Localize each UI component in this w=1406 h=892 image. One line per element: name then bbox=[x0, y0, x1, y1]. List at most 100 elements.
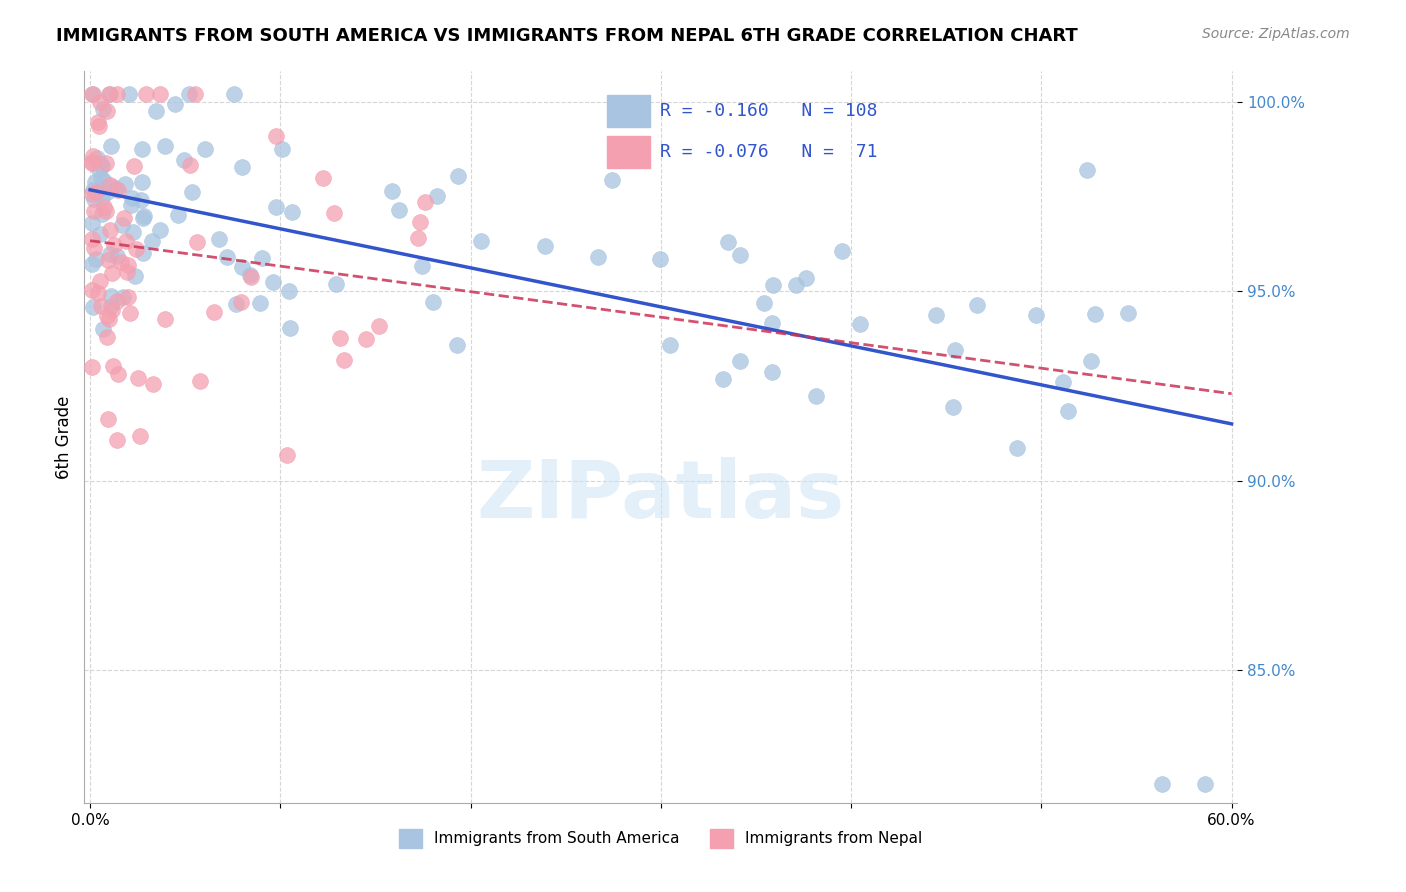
Point bbox=[166, 209, 188, 223]
Point bbox=[785, 278, 807, 293]
Point bbox=[87, 163, 110, 178]
Point bbox=[80, 283, 103, 297]
Point bbox=[96, 310, 118, 324]
Point bbox=[752, 296, 775, 310]
Point bbox=[98, 87, 121, 101]
Point bbox=[90, 170, 112, 185]
Point bbox=[80, 186, 103, 201]
Point bbox=[94, 155, 117, 169]
Point bbox=[83, 203, 105, 218]
Point bbox=[93, 174, 115, 188]
Point bbox=[100, 289, 122, 303]
Point bbox=[804, 389, 827, 403]
Point bbox=[356, 332, 378, 346]
Point bbox=[101, 302, 124, 317]
Point bbox=[124, 159, 146, 173]
Point bbox=[97, 411, 120, 425]
Point bbox=[281, 204, 304, 219]
Point bbox=[413, 195, 436, 210]
Legend: Immigrants from South America, Immigrants from Nepal: Immigrants from South America, Immigrant… bbox=[392, 822, 929, 854]
Point bbox=[112, 211, 135, 225]
Point bbox=[90, 191, 112, 205]
Point bbox=[84, 185, 107, 199]
Point bbox=[239, 268, 262, 283]
Point bbox=[125, 243, 148, 257]
Point bbox=[98, 178, 121, 192]
Point bbox=[87, 115, 110, 129]
Point bbox=[730, 353, 752, 368]
Point bbox=[120, 198, 142, 212]
Point bbox=[114, 178, 136, 192]
Point bbox=[118, 305, 141, 319]
Point bbox=[1080, 354, 1102, 368]
Point bbox=[127, 371, 149, 385]
Point bbox=[131, 142, 153, 156]
Point bbox=[165, 97, 187, 112]
Point bbox=[101, 266, 124, 280]
Point bbox=[83, 193, 105, 207]
Point bbox=[82, 183, 104, 197]
Point bbox=[422, 295, 444, 310]
Point bbox=[105, 293, 128, 308]
Point bbox=[89, 156, 111, 170]
Point bbox=[80, 232, 103, 246]
Point bbox=[368, 318, 391, 333]
Point bbox=[87, 286, 110, 301]
Point bbox=[91, 102, 114, 116]
Point bbox=[82, 149, 104, 163]
Point bbox=[129, 428, 152, 442]
Point bbox=[648, 252, 671, 266]
Point bbox=[121, 191, 143, 205]
Point bbox=[323, 206, 346, 220]
Point bbox=[117, 259, 139, 273]
Point bbox=[107, 368, 129, 382]
Point bbox=[107, 183, 129, 197]
Point bbox=[761, 365, 783, 379]
Point bbox=[194, 142, 217, 156]
Point bbox=[149, 223, 172, 237]
Point bbox=[1025, 308, 1047, 322]
Point bbox=[173, 153, 195, 168]
Point bbox=[207, 232, 229, 246]
Point bbox=[1057, 404, 1080, 418]
Point bbox=[100, 299, 122, 313]
Point bbox=[943, 343, 966, 357]
Point bbox=[110, 254, 132, 268]
Point bbox=[97, 87, 120, 101]
Point bbox=[1116, 306, 1139, 320]
Point bbox=[86, 151, 108, 165]
Point bbox=[89, 120, 111, 134]
Point bbox=[222, 87, 245, 101]
Point bbox=[586, 250, 609, 264]
Point bbox=[250, 251, 273, 265]
Point bbox=[271, 142, 294, 156]
Point bbox=[329, 331, 352, 345]
Point bbox=[153, 311, 176, 326]
Point bbox=[849, 318, 872, 332]
Point bbox=[179, 158, 201, 172]
Point bbox=[90, 159, 112, 173]
Point bbox=[181, 186, 204, 200]
Point bbox=[406, 231, 429, 245]
Point bbox=[101, 180, 124, 194]
Point bbox=[446, 338, 468, 352]
Point bbox=[311, 170, 333, 185]
Point bbox=[155, 139, 177, 153]
Point bbox=[186, 235, 208, 249]
Y-axis label: 6th Grade: 6th Grade bbox=[55, 395, 73, 479]
Point bbox=[142, 376, 165, 391]
Point bbox=[105, 182, 128, 196]
Point bbox=[942, 400, 965, 414]
Point bbox=[728, 248, 751, 262]
Point bbox=[82, 87, 104, 101]
Point bbox=[96, 203, 118, 218]
Point bbox=[129, 194, 152, 208]
Point bbox=[90, 299, 112, 313]
Point bbox=[96, 330, 118, 344]
Point bbox=[470, 234, 492, 248]
Point bbox=[90, 207, 112, 221]
Point bbox=[1076, 162, 1098, 177]
Point bbox=[83, 241, 105, 255]
Point bbox=[105, 249, 128, 263]
Point bbox=[103, 237, 125, 252]
